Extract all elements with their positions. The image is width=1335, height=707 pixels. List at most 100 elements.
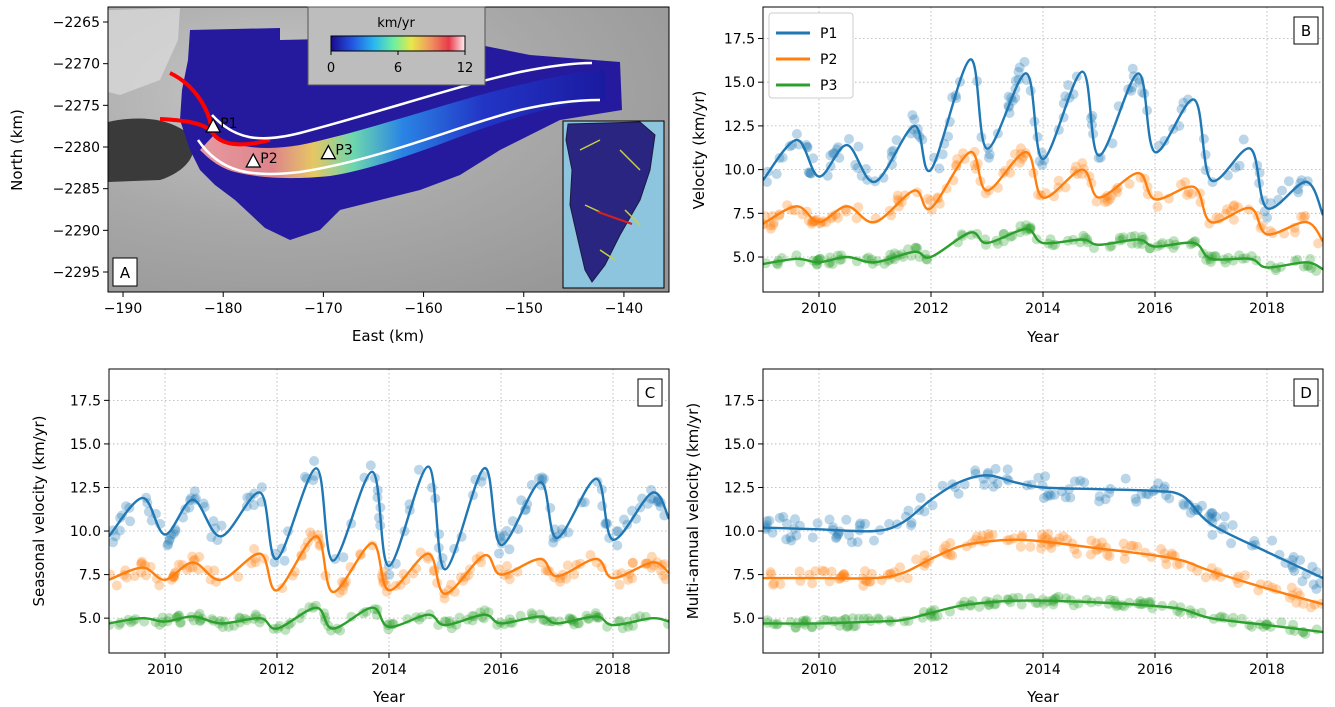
observation-point	[1068, 600, 1079, 611]
point-label-p3: P3	[335, 143, 352, 159]
observation-point	[850, 159, 861, 170]
observation-point	[233, 571, 244, 582]
observation-point	[860, 566, 870, 576]
observation-point	[873, 614, 884, 625]
series-line-p2	[763, 538, 1323, 606]
observation-point	[1262, 212, 1273, 223]
observation-point	[365, 460, 376, 471]
observation-point	[768, 579, 778, 590]
observation-point	[827, 616, 838, 627]
observation-point	[194, 551, 205, 562]
observation-point	[1060, 492, 1071, 503]
observation-point	[1164, 493, 1175, 504]
observation-point	[848, 621, 859, 632]
observation-point	[926, 204, 937, 215]
observation-point	[764, 515, 775, 526]
observation-point	[129, 571, 140, 582]
flowline-north	[211, 61, 593, 140]
observation-point	[1289, 566, 1300, 576]
observation-point	[1210, 511, 1221, 522]
rock-dark-region	[108, 118, 194, 182]
observation-point	[1062, 534, 1073, 545]
ytick-label: 15.0	[70, 437, 101, 453]
observation-point	[832, 529, 843, 540]
observation-point	[929, 611, 940, 622]
observation-point	[851, 213, 862, 224]
observation-point	[125, 516, 136, 527]
observation-point	[1182, 190, 1192, 200]
observation-point	[937, 149, 948, 160]
observation-point	[945, 550, 956, 560]
observation-point	[646, 562, 657, 573]
observation-point	[1228, 214, 1239, 225]
panel-a-xtick-label: −150	[505, 301, 543, 317]
observation-point	[855, 518, 866, 529]
observation-point	[627, 573, 638, 584]
xtick-label: 2016	[1137, 301, 1173, 317]
xtick-label: 2012	[259, 662, 295, 678]
observation-point	[844, 530, 854, 541]
observation-point	[846, 537, 857, 548]
observation-point	[1075, 475, 1086, 486]
observation-point	[136, 558, 147, 569]
observation-point	[1100, 494, 1111, 505]
series-line-p3	[109, 606, 669, 630]
ice-bright-region	[108, 8, 180, 95]
panel-a-ytick-label: −2275	[53, 98, 100, 114]
observation-point	[1063, 80, 1074, 91]
observation-point	[1071, 548, 1082, 559]
observation-point	[479, 605, 490, 616]
observation-point	[765, 223, 776, 234]
observation-point	[1036, 529, 1047, 540]
observation-point	[619, 514, 629, 525]
observation-point	[1070, 161, 1081, 172]
ytick-label: 17.5	[70, 393, 101, 409]
panel-b-plot	[763, 56, 1323, 276]
observation-point	[251, 611, 262, 622]
inset-location-arrow	[597, 211, 633, 225]
observation-point	[953, 488, 964, 499]
observation-point	[911, 242, 922, 253]
ytick-label: 12.5	[724, 480, 755, 496]
observation-point	[765, 567, 776, 578]
observation-point	[1283, 176, 1294, 187]
observation-point	[943, 131, 954, 142]
ytick-label: 12.5	[724, 119, 755, 135]
observation-point	[1132, 541, 1143, 552]
observation-point	[254, 617, 265, 628]
observation-point	[1207, 508, 1218, 519]
observation-point	[987, 529, 998, 540]
observation-point	[209, 565, 220, 576]
observation-point	[313, 530, 324, 541]
observation-point	[769, 578, 780, 589]
observation-point	[1016, 599, 1027, 610]
observation-point	[1286, 582, 1297, 593]
observation-point	[1206, 513, 1217, 524]
observation-point	[847, 613, 858, 624]
observation-point	[922, 193, 933, 204]
observation-point	[1288, 552, 1299, 562]
observation-point	[807, 578, 818, 589]
ytick-label: 10.0	[724, 524, 755, 540]
observation-point	[384, 569, 395, 580]
observation-point	[1049, 489, 1060, 500]
panel-d-label: D	[1300, 384, 1312, 402]
panel-a-xlabel: East (km)	[352, 327, 424, 345]
observation-point	[439, 593, 450, 604]
observation-point	[1112, 600, 1123, 611]
ytick-label: 7.5	[733, 568, 755, 584]
series-line-p3	[763, 227, 1323, 271]
observation-point	[1298, 598, 1309, 609]
observation-point	[1087, 110, 1098, 121]
observation-point	[1240, 570, 1251, 581]
observation-point	[838, 569, 849, 580]
observation-point	[915, 492, 926, 503]
observation-point	[1228, 201, 1239, 212]
observation-point	[1143, 489, 1154, 500]
panel-b-grid	[763, 7, 1323, 292]
observation-point	[785, 616, 796, 627]
observation-point	[202, 565, 213, 576]
observation-point	[501, 526, 512, 536]
observation-point	[1079, 477, 1090, 488]
ytick-label: 5.0	[733, 611, 755, 627]
